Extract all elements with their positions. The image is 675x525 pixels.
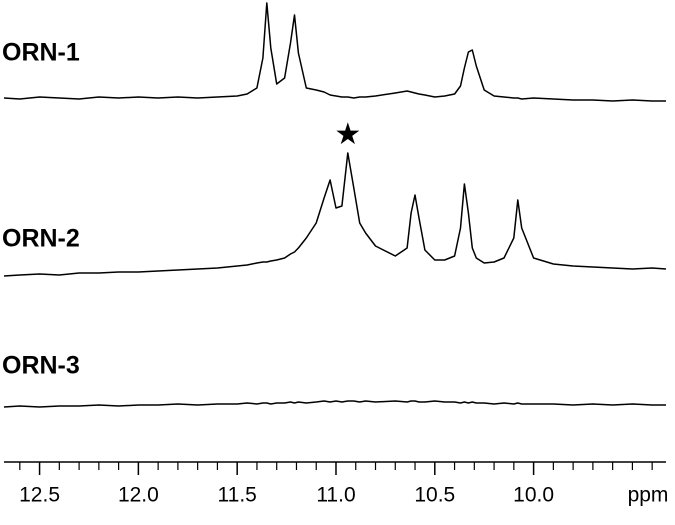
series-label: ORN-2	[2, 225, 80, 253]
x-tick-label: 11.0	[316, 484, 355, 507]
x-axis-label: ppm	[628, 484, 669, 507]
series-label: ORN-1	[2, 39, 80, 67]
x-tick-label: 12.5	[19, 484, 60, 507]
spectrum-line	[3, 152, 667, 277]
x-tick-label: 12.0	[118, 484, 159, 507]
x-tick-label: 10.5	[414, 484, 455, 507]
x-tick-label: 10.0	[513, 484, 554, 507]
spectrum-line	[3, 400, 666, 408]
series-label: ORN-3	[2, 352, 80, 380]
spectrum-line	[3, 2, 666, 102]
annotation: ★	[334, 118, 361, 151]
x-tick-label: 11.5	[218, 484, 257, 507]
